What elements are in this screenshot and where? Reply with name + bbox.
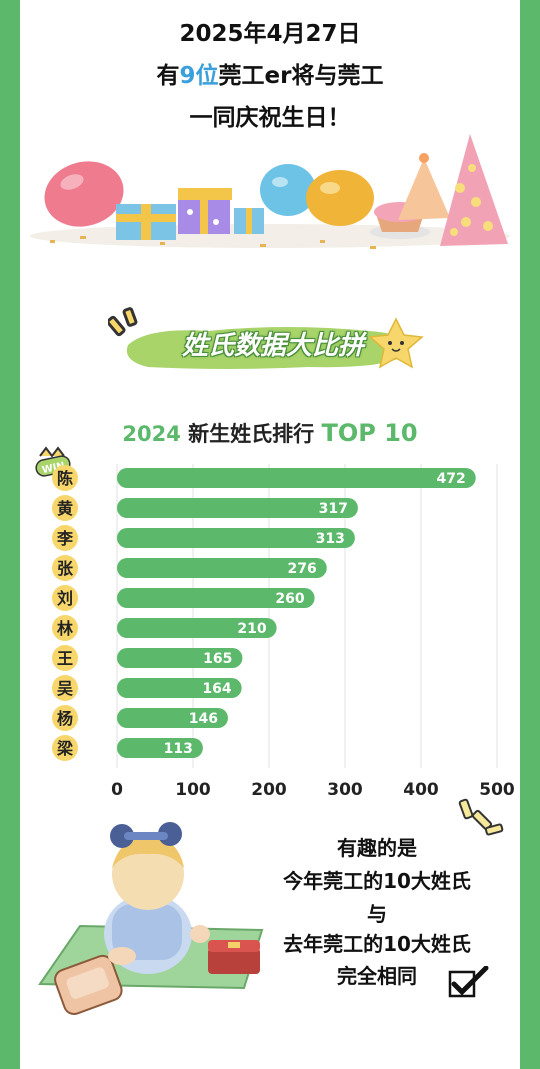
bar (117, 678, 242, 698)
x-tick-label: 500 (479, 780, 515, 798)
party-hat-icon (398, 153, 450, 220)
note-line-4: 去年莞工的10大姓氏 (283, 932, 471, 956)
badge-title: 姓氏数据大比拼 (181, 331, 364, 361)
bar (117, 558, 327, 578)
category-label: 陈 (57, 469, 73, 488)
surname-bar-chart: 0 100 200 300 400 500 陈 472 黄 317 李 313 张 276 刘 260 林 210… (52, 464, 515, 798)
star-icon (368, 317, 424, 369)
note-line-3: 与 (367, 902, 387, 926)
note-line-2: 今年莞工的10大姓氏 (283, 869, 471, 893)
bar-value-label: 164 (202, 681, 231, 697)
bar-value-label: 165 (203, 651, 232, 667)
x-tick-label: 400 (403, 780, 439, 798)
bento-box-icon (208, 940, 260, 974)
category-label-badge (52, 705, 78, 731)
category-label-badge (52, 735, 78, 761)
x-tick-label: 0 (111, 780, 123, 798)
section-badge: 姓氏数据大比拼 (108, 305, 438, 385)
x-tick-label: 200 (251, 780, 287, 798)
category-label-badge (52, 585, 78, 611)
bar (117, 588, 315, 608)
bar-value-label: 276 (288, 561, 317, 577)
category-label-badge (52, 525, 78, 551)
headline-count-pre: 有 (156, 63, 180, 89)
category-label-badge (52, 495, 78, 521)
check-icon (448, 966, 489, 998)
category-label: 李 (56, 529, 74, 548)
headline-count-post: 莞工er将与莞工 (218, 63, 384, 89)
bar-value-label: 472 (436, 471, 465, 487)
bar (117, 648, 243, 668)
chart-title-top: TOP 10 (321, 419, 418, 447)
kid-figure (104, 822, 210, 974)
sparkle-icon (458, 798, 504, 836)
category-label: 林 (57, 619, 73, 638)
backpack-icon (54, 954, 123, 1015)
bar (117, 708, 228, 728)
chart-title: 2024 新生姓氏排行 TOP 10 (20, 418, 520, 448)
category-label-badge (52, 645, 78, 671)
bar-value-label: 210 (237, 621, 266, 637)
category-label: 梁 (56, 739, 74, 758)
category-label-badge (52, 465, 78, 491)
balloon-icon (306, 170, 374, 226)
gift-icon (178, 188, 232, 234)
x-tick-label: 100 (175, 780, 211, 798)
note-line-1: 有趣的是 (337, 836, 417, 860)
category-label-badge (52, 615, 78, 641)
bar-value-label: 317 (319, 501, 348, 517)
headline-celebrate: 一同庆祝生日！ (189, 105, 351, 131)
category-label: 黄 (57, 499, 73, 518)
bar (117, 498, 358, 518)
category-label-badge (52, 675, 78, 701)
birthday-banner (30, 134, 510, 249)
bar-value-label: 313 (316, 531, 345, 547)
category-label-badge (52, 555, 78, 581)
headline-count: 有9位莞工er将与莞工 (20, 56, 520, 90)
bar (117, 618, 277, 638)
category-label: 王 (57, 649, 73, 668)
category-label: 吴 (57, 679, 73, 698)
bar-value-label: 146 (189, 711, 218, 727)
headline-date: 2025年4月27日 (179, 21, 361, 47)
category-label: 刘 (57, 589, 73, 608)
category-label: 杨 (57, 709, 73, 728)
x-tick-label: 300 (327, 780, 363, 798)
gift-icon (116, 204, 176, 240)
badge-background (108, 307, 424, 369)
note-line-5: 完全相同 (337, 964, 417, 988)
gift-icon (234, 208, 264, 234)
bar (117, 468, 476, 488)
bar (117, 738, 203, 758)
balloon-icon (260, 164, 316, 216)
bar-value-label: 260 (275, 591, 304, 607)
poster: 2025年4月27日 有9位莞工er将与莞工 一同庆祝生日！ (20, 0, 520, 1069)
category-label: 张 (57, 559, 74, 578)
chart-title-year: 2024 (122, 422, 181, 446)
bar (117, 528, 355, 548)
kid-illustration (38, 822, 264, 1015)
chart-title-text: 新生姓氏排行 (180, 422, 322, 446)
headline-count-number: 9位 (179, 63, 219, 89)
party-hat-icon (440, 134, 508, 246)
bar-value-label: 113 (164, 741, 193, 757)
sparkle-icon (108, 307, 138, 337)
